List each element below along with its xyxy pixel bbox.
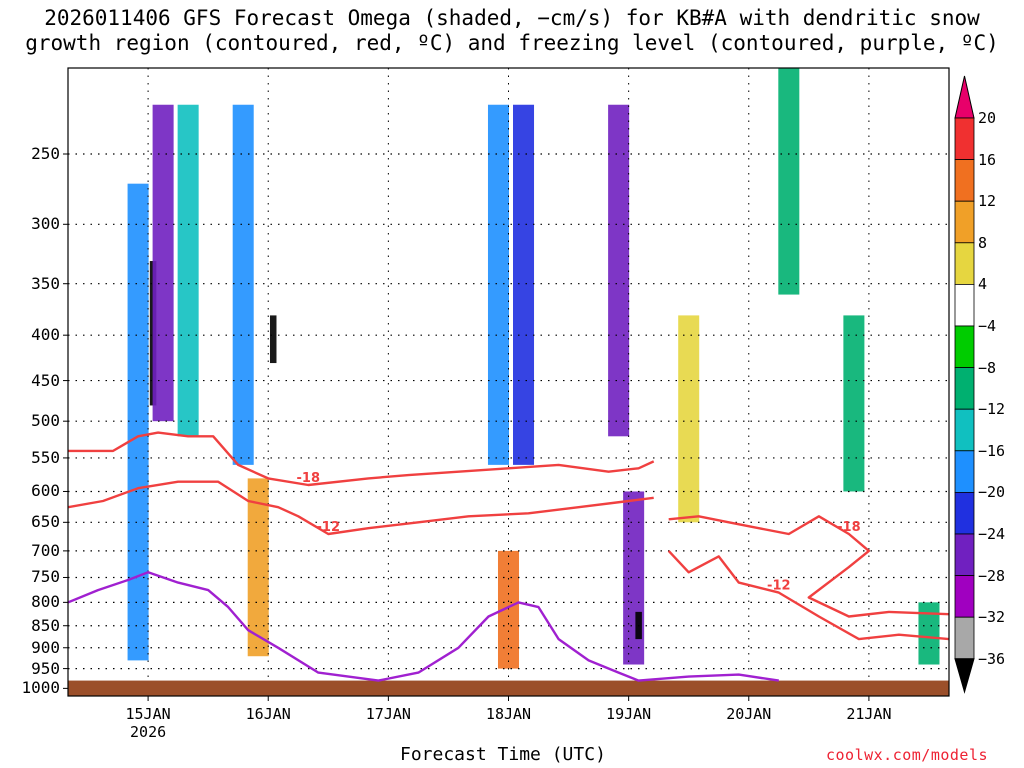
terrain-fill	[68, 680, 949, 696]
y-tick-label-800: 800	[31, 592, 60, 612]
y-tick-label-950: 950	[31, 658, 60, 678]
omega-band-13	[678, 315, 700, 523]
colorbar-label-1: 16	[978, 150, 997, 169]
colorbar-swatch-13	[954, 616, 975, 660]
y-tick-label-850: 850	[31, 615, 60, 635]
colorbar	[954, 75, 975, 694]
colorbar-label-13: −36	[978, 649, 1006, 668]
colorbar-swatch-3	[954, 200, 975, 244]
colorbar-label-12: −32	[978, 608, 1006, 627]
colorbar-swatch-6	[954, 325, 975, 368]
colorbar-label-0: 20	[978, 109, 997, 127]
y-tick-label-250: 250	[31, 144, 60, 163]
y-tick-label-350: 350	[31, 273, 60, 293]
colorbar-swatch-7	[954, 367, 975, 410]
dgz-contour-label-3: -12	[767, 579, 791, 594]
omega-band-10	[608, 104, 630, 437]
y-tick-label-750: 750	[31, 567, 60, 587]
y-tick-label-550: 550	[31, 447, 60, 467]
omega-band-4	[232, 104, 254, 465]
colorbar-swatch-11	[954, 533, 975, 576]
x-tick-label-19JAN: 19JAN	[606, 705, 652, 723]
omega-band-2	[152, 104, 174, 422]
dgz-contour-label-0: -18	[297, 471, 321, 486]
omega-band-8	[513, 104, 535, 465]
freezing-level-contour	[68, 571, 779, 682]
omega-band-5	[269, 315, 277, 364]
chart-title-line-2: growth region (contoured, red, ºC) and f…	[25, 31, 999, 55]
colorbar-swatch-1	[954, 117, 975, 160]
colorbar-label-9: −20	[978, 483, 1006, 502]
colorbar-swatch-8	[954, 408, 975, 452]
colorbar-label-3: 8	[978, 233, 988, 252]
dgz-contour-label-2: -18	[837, 520, 861, 535]
x-tick-sublabel-15JAN: 2026	[130, 723, 167, 741]
omega-band-0	[127, 183, 149, 661]
x-tick-label-21JAN: 21JAN	[846, 705, 892, 723]
omega-band-3	[177, 104, 199, 437]
colorbar-label-8: −16	[978, 441, 1006, 460]
y-tick-label-900: 900	[31, 637, 60, 657]
colorbar-swatch-5	[954, 283, 975, 327]
x-axis-title: Forecast Time (UTC)	[400, 744, 606, 765]
colorbar-swatch-10	[954, 491, 975, 535]
plot-frame	[67, 67, 950, 697]
colorbar-swatch-2	[954, 159, 975, 202]
omega-band-7	[487, 104, 510, 465]
grid-layer	[63, 68, 949, 701]
omega-band-9	[497, 550, 520, 669]
x-tick-label-20JAN: 20JAN	[726, 705, 772, 723]
y-tick-label-700: 700	[31, 540, 60, 560]
credit-text: coolwx.com/models	[826, 746, 989, 764]
y-tick-label-600: 600	[31, 481, 60, 501]
x-tick-label-15JAN: 15JAN	[125, 705, 171, 723]
y-tick-label-500: 500	[31, 411, 60, 431]
y-tick-label-1000: 1000	[21, 678, 60, 698]
dgz-contour-3	[667, 550, 949, 641]
dgz-contour-1	[68, 480, 654, 536]
colorbar-label-2: 12	[978, 192, 997, 211]
omega-band-15	[843, 315, 865, 492]
x-tick-label-16JAN: 16JAN	[245, 705, 291, 723]
omega-shading-layer	[127, 68, 940, 669]
colorbar-label-5: −4	[978, 317, 997, 335]
y-tick-label-300: 300	[31, 214, 60, 234]
x-tick-label-18JAN: 18JAN	[485, 705, 532, 723]
dgz-contour-0	[68, 431, 655, 487]
terrain-layer	[68, 680, 949, 696]
colorbar-bottom-arrow	[954, 658, 975, 694]
y-tick-label-450: 450	[31, 370, 60, 390]
dgz-contour-label-1: -12	[317, 520, 341, 535]
chart-title-line-1: 2026011406 GFS Forecast Omega (shaded, −…	[44, 6, 980, 30]
omega-band-14	[778, 68, 800, 295]
colorbar-label-7: −12	[978, 400, 1006, 419]
colorbar-swatch-9	[954, 450, 975, 493]
y-tick-label-400: 400	[31, 325, 60, 345]
omega-band-16	[918, 602, 940, 665]
colorbar-label-6: −8	[978, 358, 997, 377]
colorbar-swatch-12	[954, 575, 975, 618]
colorbar-label-4: 4	[978, 275, 988, 294]
dgz-contour-2	[668, 515, 949, 618]
y-tick-label-650: 650	[31, 512, 60, 532]
x-tick-label-17JAN: 17JAN	[365, 705, 411, 723]
colorbar-swatch-4	[954, 242, 975, 285]
colorbar-top-arrow	[954, 75, 975, 119]
contour-layer: -18 -12 -18 -12	[68, 431, 949, 682]
colorbar-label-11: −28	[978, 566, 1006, 585]
colorbar-label-10: −24	[978, 525, 1006, 543]
